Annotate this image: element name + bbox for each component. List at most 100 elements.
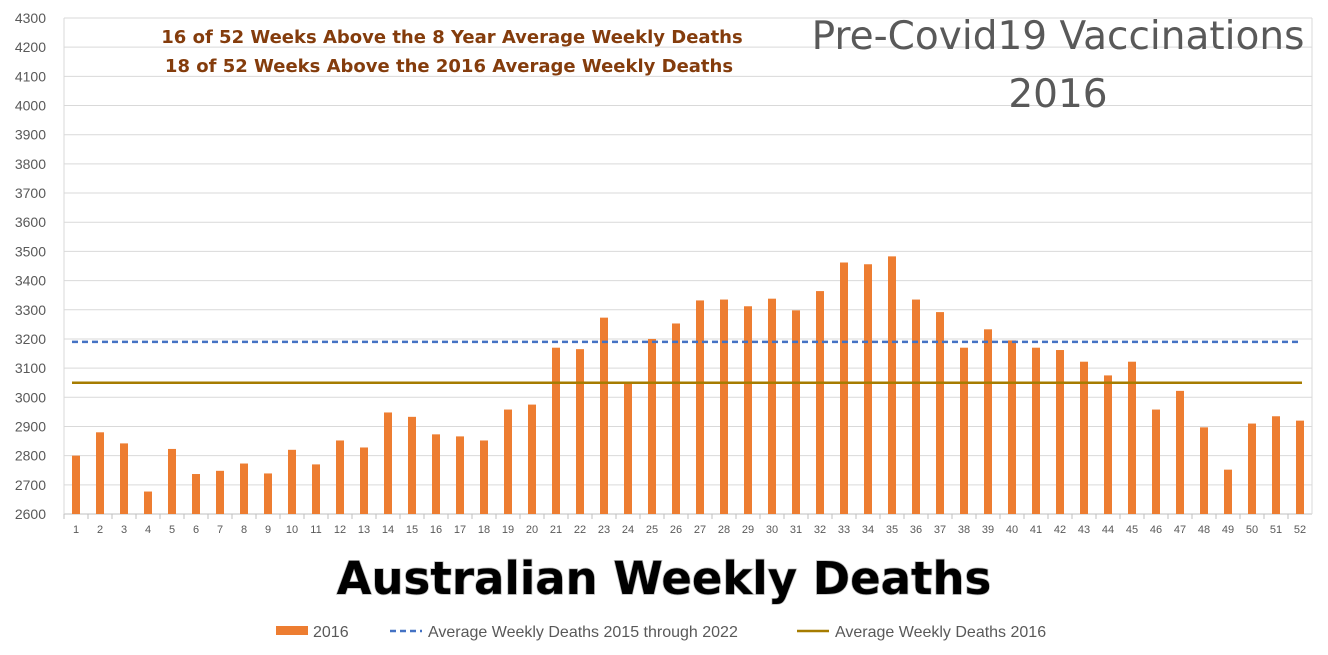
bar-series-2016 [72, 256, 1304, 514]
bar-week-3 [120, 443, 128, 514]
bar-week-38 [960, 347, 968, 514]
bar-week-13 [360, 447, 368, 514]
bar-week-27 [696, 300, 704, 514]
bar-week-30 [768, 298, 776, 514]
y-tick-label: 2700 [15, 477, 46, 493]
bar-week-8 [240, 463, 248, 514]
bar-week-11 [312, 464, 320, 514]
bar-week-31 [792, 310, 800, 514]
bar-week-6 [192, 474, 200, 514]
bar-week-19 [504, 409, 512, 514]
bar-week-26 [672, 323, 680, 514]
x-tick-label: 30 [766, 524, 778, 536]
x-tick-label: 29 [742, 524, 754, 536]
bar-week-23 [600, 317, 608, 514]
bar-week-32 [816, 291, 824, 514]
reference-lines [72, 340, 1302, 384]
bar-week-10 [288, 449, 296, 514]
y-axis: 2600 2700 2800 2900 3000 3100 3200 3300 3400 3500… [15, 10, 46, 522]
x-tick-label: 10 [286, 524, 298, 536]
x-tick-label: 38 [958, 524, 970, 536]
legend-label-avg-2016: Average Weekly Deaths 2016 [835, 624, 1046, 641]
bar-week-39 [984, 329, 992, 514]
bar-week-33 [840, 262, 848, 514]
y-tick-label: 2800 [15, 448, 46, 464]
bar-week-9 [264, 473, 272, 514]
x-tick-label: 45 [1126, 524, 1138, 536]
x-tick-label: 33 [838, 524, 850, 536]
y-tick-label: 3300 [15, 302, 46, 318]
x-tick-label: 42 [1054, 524, 1066, 536]
y-tick-label: 3900 [15, 127, 46, 143]
y-tick-label: 2600 [15, 506, 46, 522]
x-tick-label: 28 [718, 524, 730, 536]
bar-week-48 [1200, 427, 1208, 514]
y-tick-label: 4000 [15, 98, 46, 114]
x-tick-label: 50 [1246, 524, 1258, 536]
bar-week-50 [1248, 423, 1256, 514]
chart-subtitle: 2016 [1008, 72, 1107, 117]
bar-week-34 [864, 264, 872, 514]
x-tick-label: 4 [145, 524, 151, 536]
x-tick-label: 41 [1030, 524, 1042, 536]
x-tick-label: 25 [646, 524, 658, 536]
bar-week-2 [96, 432, 104, 514]
x-tick-label: 48 [1198, 524, 1210, 536]
bar-week-37 [936, 312, 944, 514]
x-tick-label: 40 [1006, 524, 1018, 536]
y-tick-label: 3500 [15, 243, 46, 259]
y-tick-label: 4300 [15, 10, 46, 26]
x-tick-label: 7 [217, 524, 223, 536]
x-tick-label: 46 [1150, 524, 1162, 536]
x-tick-label: 6 [193, 524, 199, 536]
bar-week-7 [216, 470, 224, 514]
y-tick-label: 3000 [15, 389, 46, 405]
bar-week-14 [384, 412, 392, 514]
x-tick-label: 31 [790, 524, 802, 536]
bar-week-4 [144, 491, 152, 514]
bar-week-35 [888, 256, 896, 514]
x-tick-label: 23 [598, 524, 610, 536]
y-tick-label: 3200 [15, 331, 46, 347]
y-tick-label: 3400 [15, 273, 46, 289]
x-tick-label: 20 [526, 524, 538, 536]
y-tick-label: 4100 [15, 68, 46, 84]
x-tick-label: 18 [478, 524, 490, 536]
gridlines [63, 17, 1313, 515]
x-tick-label: 16 [430, 524, 442, 536]
x-tick-label: 1 [73, 524, 79, 536]
x-axis: 1 2 3 4 5 6 7 8 9 10 11 12 13 14 15 16 17 18 19 20 21 22 23 24 2… [63, 514, 1306, 536]
x-tick-label: 43 [1078, 524, 1090, 536]
annotation-2: 18 of 52 Weeks Above the 2016 Average We… [165, 56, 733, 77]
x-tick-label: 47 [1174, 524, 1186, 536]
y-tick-label: 3700 [15, 185, 46, 201]
y-tick-label: 3600 [15, 214, 46, 230]
bar-week-45 [1128, 361, 1136, 514]
x-tick-label: 51 [1270, 524, 1282, 536]
x-tick-label: 36 [910, 524, 922, 536]
x-tick-label: 2 [97, 524, 103, 536]
x-tick-label: 35 [886, 524, 898, 536]
bar-week-25 [648, 338, 656, 514]
bar-week-16 [432, 434, 440, 514]
bar-week-1 [72, 455, 80, 514]
x-tick-label: 49 [1222, 524, 1234, 536]
y-tick-label: 3800 [15, 156, 46, 172]
x-tick-label: 14 [382, 524, 394, 536]
x-tick-label: 52 [1294, 524, 1306, 536]
x-tick-label: 9 [265, 524, 271, 536]
x-tick-label: 8 [241, 524, 247, 536]
bar-week-40 [1008, 340, 1016, 514]
bar-week-44 [1104, 375, 1112, 514]
bottom-title: Australian Weekly Deaths [337, 552, 992, 605]
legend-label-avg-2015-2022: Average Weekly Deaths 2015 through 2022 [428, 624, 738, 641]
x-tick-label: 3 [121, 524, 127, 536]
bar-week-49 [1224, 469, 1232, 514]
bar-week-15 [408, 416, 416, 514]
bar-week-21 [552, 347, 560, 514]
bar-week-36 [912, 299, 920, 514]
x-tick-label: 27 [694, 524, 706, 536]
y-tick-label: 2900 [15, 418, 46, 434]
bar-week-20 [528, 404, 536, 514]
